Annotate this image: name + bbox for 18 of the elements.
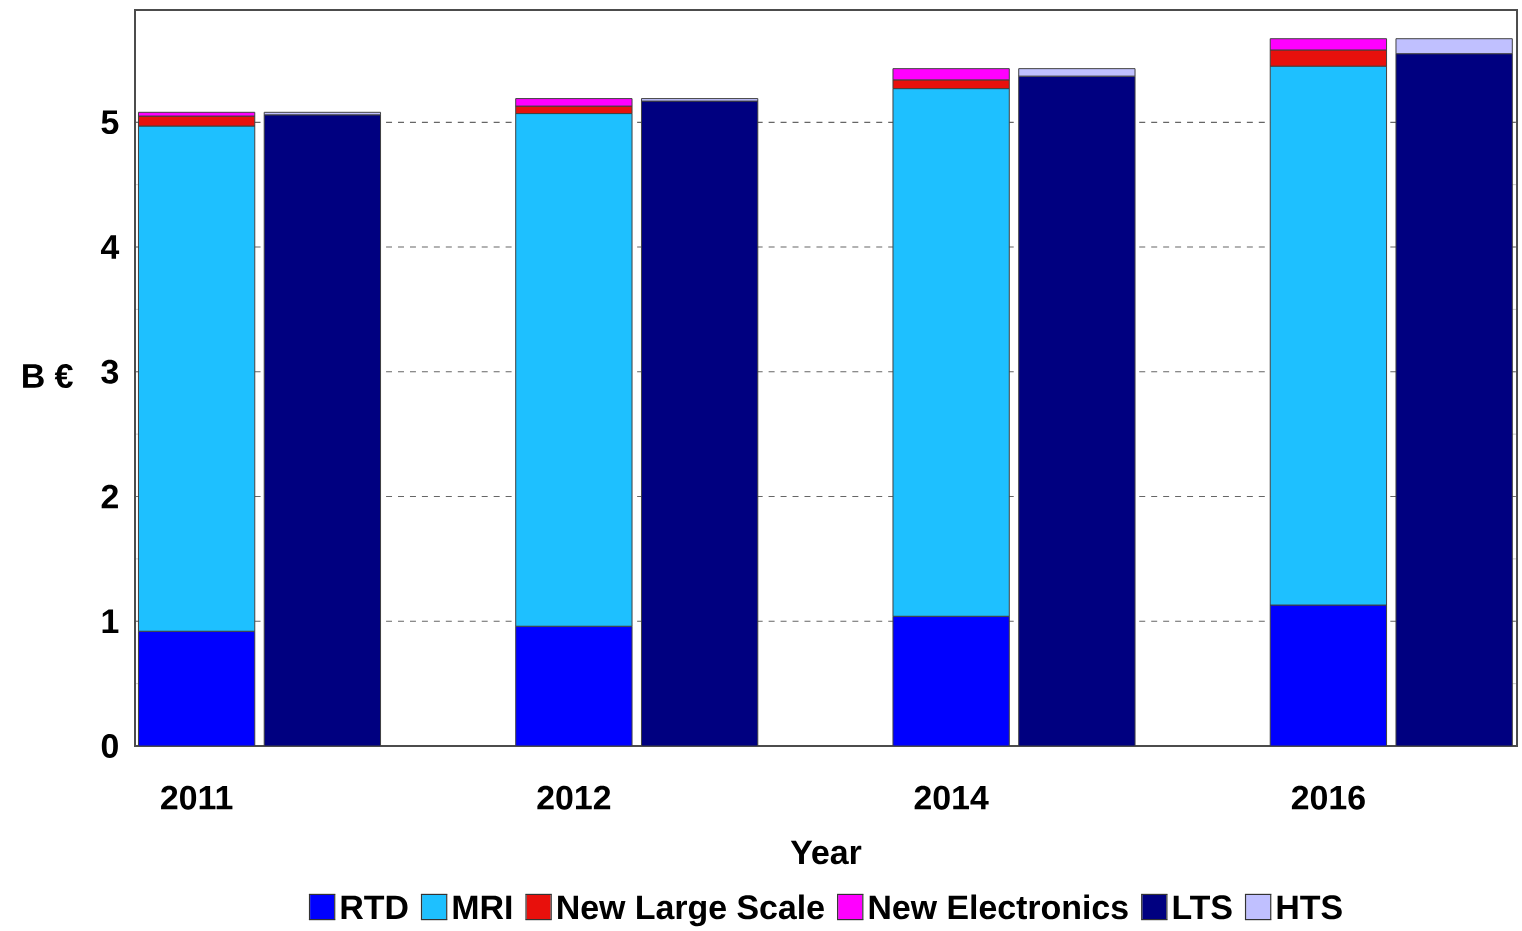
y-tick-label: 2 [101, 484, 118, 509]
x-tick-label: 2014 [914, 785, 989, 810]
y-axis-title: B € [23, 364, 73, 389]
legend-label: RTD [341, 895, 408, 920]
y-tick-label: 1 [102, 609, 119, 633]
legend-label: New Large Scale [558, 894, 824, 927]
x-tick-label: 2011 [161, 785, 233, 810]
legend-label: MRI [453, 895, 512, 920]
legend-label: New Electronics [869, 894, 1128, 920]
x-tick-label: 2016 [1291, 785, 1365, 810]
y-tick-label: 5 [101, 110, 119, 135]
legend-label: LTS [1173, 895, 1232, 920]
legend-label: HTS [1277, 895, 1342, 920]
y-tick-label: 4 [100, 235, 120, 259]
x-tick-label: 2012 [537, 785, 611, 810]
y-tick-label: 3 [101, 359, 119, 384]
x-axis-title: Year [790, 840, 862, 865]
y-tick-label: 0 [101, 734, 118, 758]
